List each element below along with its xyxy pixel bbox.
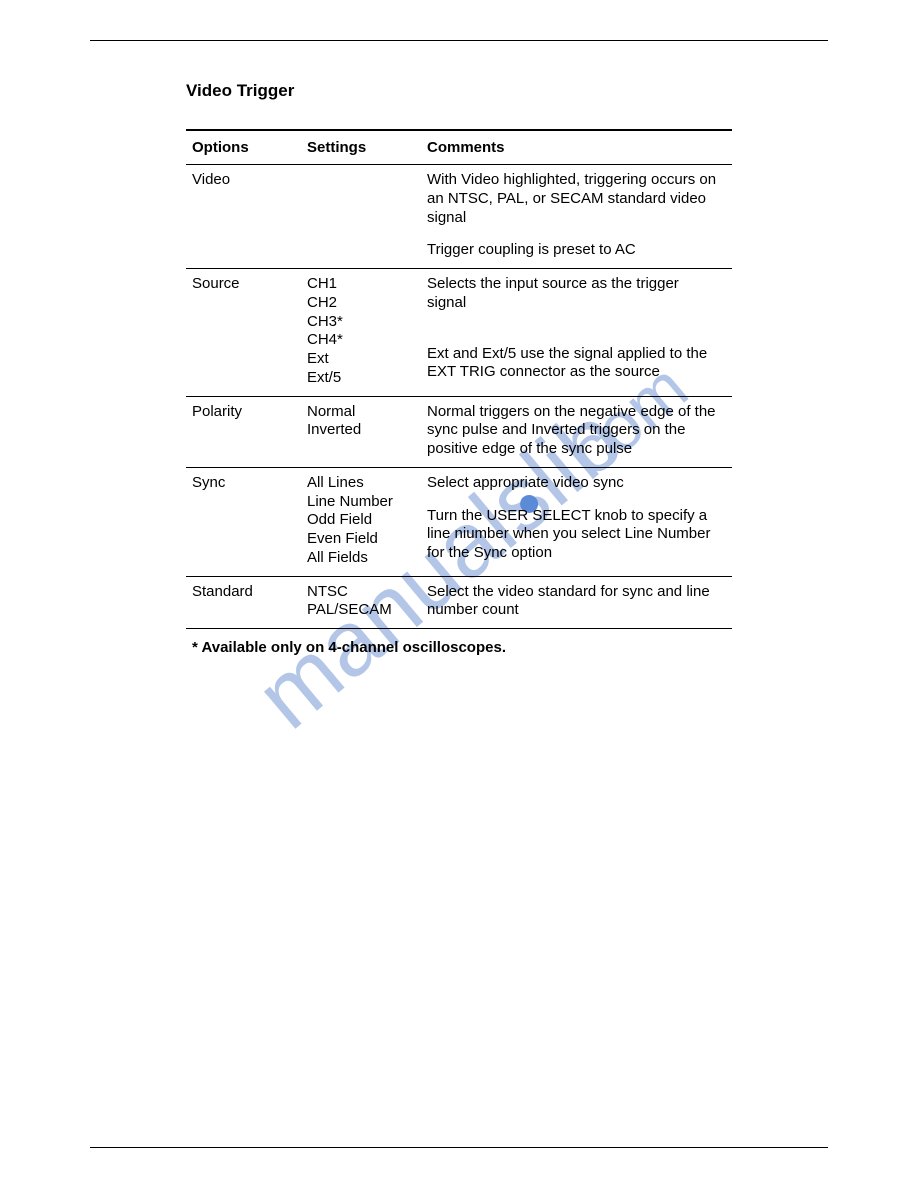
setting-value: Normal [307,403,411,422]
cell-option: Polarity [186,396,301,467]
setting-value: NTSC [307,583,411,602]
cell-option: Source [186,269,301,397]
cell-comments: Select the video standard for sync and l… [421,576,732,629]
comment-text: Select the video standard for sync and l… [427,583,722,621]
cell-option: Sync [186,467,301,576]
cell-settings [301,165,421,269]
cell-option: Video [186,165,301,269]
setting-value: CH3* [307,313,411,332]
cell-settings: CH1 CH2 CH3* CH4* Ext Ext/5 [301,269,421,397]
setting-value: All Fields [307,549,411,568]
setting-value: Odd Field [307,511,411,530]
cell-comments: Selects the input source as the trigger … [421,269,732,397]
column-header-options: Options [186,130,301,165]
table-row: Sync All Lines Line Number Odd Field Eve… [186,467,732,576]
comment-text: Trigger coupling is preset to AC [427,241,722,260]
table-row: Polarity Normal Inverted Normal triggers… [186,396,732,467]
page-top-rule [90,40,828,41]
setting-value: CH4* [307,331,411,350]
video-trigger-table: Options Settings Comments Video With Vid… [186,129,732,629]
comment-text: Select appropriate video sync [427,474,722,493]
table-row: Standard NTSC PAL/SECAM Select the video… [186,576,732,629]
comment-text: Turn the USER SELECT knob to specify a l… [427,507,722,563]
setting-value: Inverted [307,421,411,440]
table-footnote: * Available only on 4-channel oscillosco… [186,629,732,656]
setting-value: PAL/SECAM [307,601,411,620]
cell-comments: With Video highlighted, triggering occur… [421,165,732,269]
table-row: Video With Video highlighted, triggering… [186,165,732,269]
cell-settings: All Lines Line Number Odd Field Even Fie… [301,467,421,576]
comment-text: With Video highlighted, triggering occur… [427,171,722,227]
table-row: Source CH1 CH2 CH3* CH4* Ext Ext/5 Selec… [186,269,732,397]
cell-comments: Normal triggers on the negative edge of … [421,396,732,467]
comment-text: Normal triggers on the negative edge of … [427,403,722,459]
column-header-comments: Comments [421,130,732,165]
table-header-row: Options Settings Comments [186,130,732,165]
setting-value: Line Number [307,493,411,512]
cell-option: Standard [186,576,301,629]
section-title: Video Trigger [186,81,732,101]
setting-value: Ext [307,350,411,369]
setting-value: Ext/5 [307,369,411,388]
setting-value: CH1 [307,275,411,294]
column-header-settings: Settings [301,130,421,165]
setting-value: All Lines [307,474,411,493]
cell-settings: NTSC PAL/SECAM [301,576,421,629]
comment-text: Ext and Ext/5 use the signal applied to … [427,345,722,383]
setting-value: Even Field [307,530,411,549]
cell-settings: Normal Inverted [301,396,421,467]
comment-text: Selects the input source as the trigger … [427,275,722,313]
page-bottom-rule [90,1147,828,1148]
setting-value: CH2 [307,294,411,313]
cell-comments: Select appropriate video sync Turn the U… [421,467,732,576]
